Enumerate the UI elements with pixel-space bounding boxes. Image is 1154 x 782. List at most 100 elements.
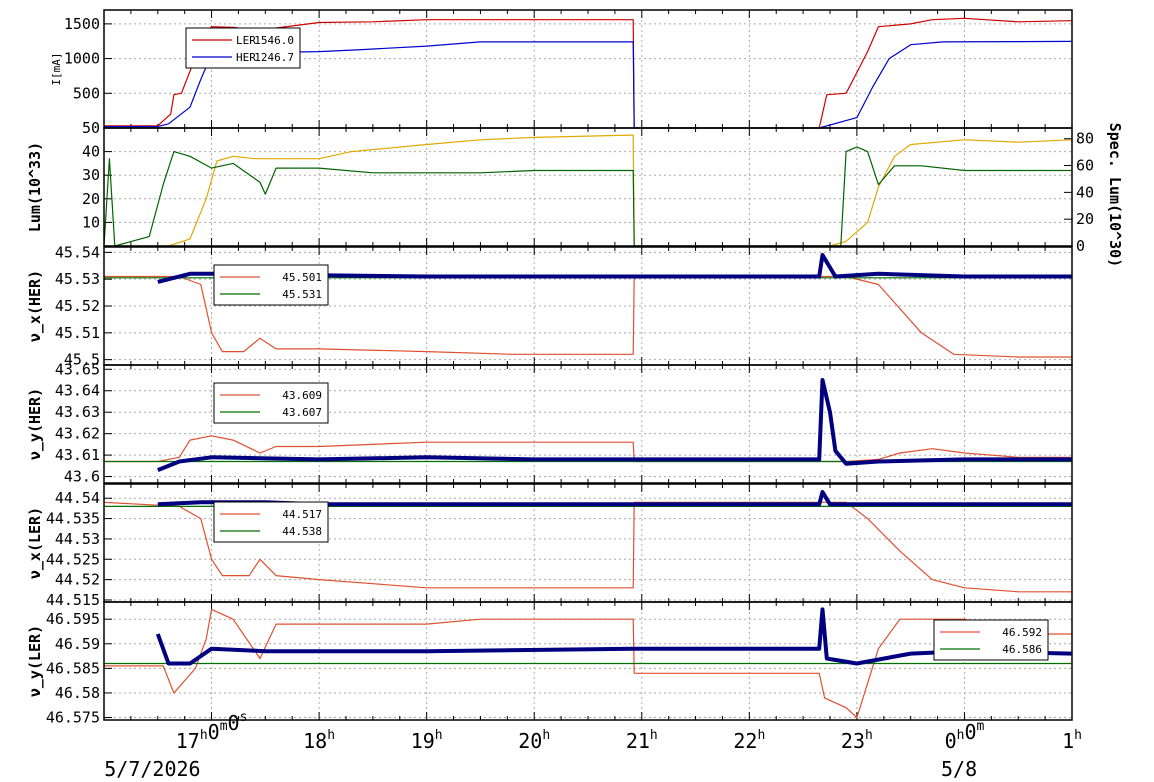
time-label-value: 18 bbox=[303, 729, 327, 753]
y-tick-label: 1500 bbox=[64, 15, 100, 33]
date-label: 5/8 bbox=[941, 757, 977, 781]
series-line-0 bbox=[104, 608, 1072, 719]
y-axis-label: ν_x(LER) bbox=[26, 507, 44, 579]
time-label: 0h0m bbox=[945, 719, 985, 753]
y-tick-label: 44.535 bbox=[46, 510, 100, 528]
y-tick-label: 44.52 bbox=[55, 571, 100, 589]
y-tick-label: 46.575 bbox=[46, 709, 100, 727]
time-label: 19h bbox=[411, 728, 443, 753]
time-label-unit: h bbox=[435, 728, 443, 743]
legend: 44.517 44.538 bbox=[213, 501, 329, 543]
time-label-value: 20 bbox=[518, 729, 542, 753]
y-right-tick-label: 0 bbox=[1076, 237, 1085, 255]
legend-value: 46.592 bbox=[1002, 626, 1042, 639]
series-line-2 bbox=[157, 378, 1072, 472]
y-tick-label: 44.53 bbox=[55, 530, 100, 548]
legend-value: 43.607 bbox=[282, 406, 322, 419]
legend-value: 43.609 bbox=[282, 389, 322, 402]
y-right-tick-label: 60 bbox=[1076, 157, 1094, 175]
y-tick-label: 43.6 bbox=[64, 468, 100, 486]
y-axis-label: I[mA] bbox=[50, 52, 63, 85]
legend-value: 44.538 bbox=[282, 525, 322, 538]
panel-3: 43.6 43.61 43.62 43.63 43.64 43.65 ν_y(HER) 43.… bbox=[26, 360, 1073, 486]
time-label-unit: h bbox=[200, 728, 208, 743]
time-label-value: 22 bbox=[733, 729, 757, 753]
y-tick-label: 46.58 bbox=[55, 684, 100, 702]
legend: 46.592 46.586 bbox=[933, 619, 1049, 661]
legend-box bbox=[185, 27, 301, 69]
y-tick-label: 43.65 bbox=[55, 360, 100, 378]
time-label-unit: h bbox=[957, 728, 965, 743]
y-tick-label: 43.63 bbox=[55, 403, 100, 421]
date-label: 5/7/2026 bbox=[104, 757, 200, 781]
y-tick-label: 30 bbox=[82, 166, 100, 184]
series-line-0 bbox=[104, 17, 1073, 129]
y-tick-label: 45.53 bbox=[55, 270, 100, 288]
time-label: 23h bbox=[841, 728, 873, 753]
time-label: 17h0m0s bbox=[176, 710, 248, 753]
series-line-0 bbox=[104, 435, 1072, 463]
time-label-value: 21 bbox=[626, 729, 650, 753]
time-label-value: 0 bbox=[228, 711, 240, 735]
y-tick-label: 45.5 bbox=[64, 351, 100, 369]
legend-name: LER bbox=[236, 34, 256, 47]
time-label-unit: h bbox=[1074, 728, 1082, 743]
time-label: 1h bbox=[1062, 728, 1082, 753]
y-tick-label: 43.61 bbox=[55, 446, 100, 464]
time-label-value: 0 bbox=[945, 729, 957, 753]
time-label-unit: h bbox=[650, 728, 658, 743]
y-axis-label: ν_x(HER) bbox=[26, 270, 44, 342]
legend-value: 45.501 bbox=[282, 271, 322, 284]
time-label-value: 0 bbox=[208, 720, 220, 744]
y-tick-label: 45.52 bbox=[55, 297, 100, 315]
plot-frame bbox=[103, 364, 1073, 484]
y-tick-label: 44.515 bbox=[46, 591, 100, 609]
plot-frame bbox=[103, 127, 1073, 247]
legend-value: 46.586 bbox=[1002, 643, 1042, 656]
legend-value: 1546.0 bbox=[254, 34, 294, 47]
legend-box bbox=[933, 619, 1049, 661]
time-label: 18h bbox=[303, 728, 335, 753]
y-tick-label: 500 bbox=[73, 84, 100, 102]
y-axis-label: Lum(10^33) bbox=[26, 142, 44, 232]
y-tick-label: 10 bbox=[82, 213, 100, 231]
y-right-axis-label: Spec. Lum(10^30) bbox=[1106, 123, 1124, 268]
time-label-value: 17 bbox=[176, 729, 200, 753]
time-label-value: 1 bbox=[1062, 729, 1074, 753]
time-label-value: 23 bbox=[841, 729, 865, 753]
y-tick-label: 44.525 bbox=[46, 550, 100, 568]
time-label-unit: h bbox=[542, 728, 550, 743]
panel-2: 45.5 45.51 45.52 45.53 45.54 ν_x(HER) 45.501 45… bbox=[26, 243, 1073, 369]
time-label: 20h bbox=[518, 728, 550, 753]
legend-value: 45.531 bbox=[282, 288, 322, 301]
y-right-tick-label: 40 bbox=[1076, 183, 1094, 201]
time-label-value: 19 bbox=[411, 729, 435, 753]
y-tick-label: 46.585 bbox=[46, 659, 100, 677]
time-label-value: 0 bbox=[964, 720, 976, 744]
series-line-1 bbox=[104, 40, 1073, 129]
y-tick-label: 45.54 bbox=[55, 243, 100, 261]
y-tick-label: 44.54 bbox=[55, 489, 100, 507]
series-line-1 bbox=[103, 146, 1072, 247]
time-label-unit: h bbox=[757, 728, 765, 743]
y-tick-label: 43.62 bbox=[55, 425, 100, 443]
y-right-tick-label: 20 bbox=[1076, 210, 1094, 228]
time-label-unit: s bbox=[240, 710, 248, 725]
series-line-0 bbox=[104, 275, 1072, 358]
y-tick-label: 20 bbox=[82, 190, 100, 208]
y-axis-label: ν_y(LER) bbox=[26, 625, 44, 697]
legend-value: 1246.7 bbox=[254, 51, 294, 64]
series-line-2 bbox=[155, 607, 1073, 666]
time-label-unit: h bbox=[865, 728, 873, 743]
y-tick-label: 1000 bbox=[64, 50, 100, 68]
legend-name: HER bbox=[236, 51, 256, 64]
y-tick-label: 40 bbox=[82, 143, 100, 161]
panel-4: 44.515 44.52 44.525 44.53 44.535 44.54 ν_x(LER… bbox=[26, 483, 1073, 609]
y-tick-label: 45.51 bbox=[55, 324, 100, 342]
time-label-unit: m bbox=[220, 719, 228, 734]
legend-box bbox=[213, 501, 329, 543]
time-label-unit: m bbox=[976, 719, 984, 734]
